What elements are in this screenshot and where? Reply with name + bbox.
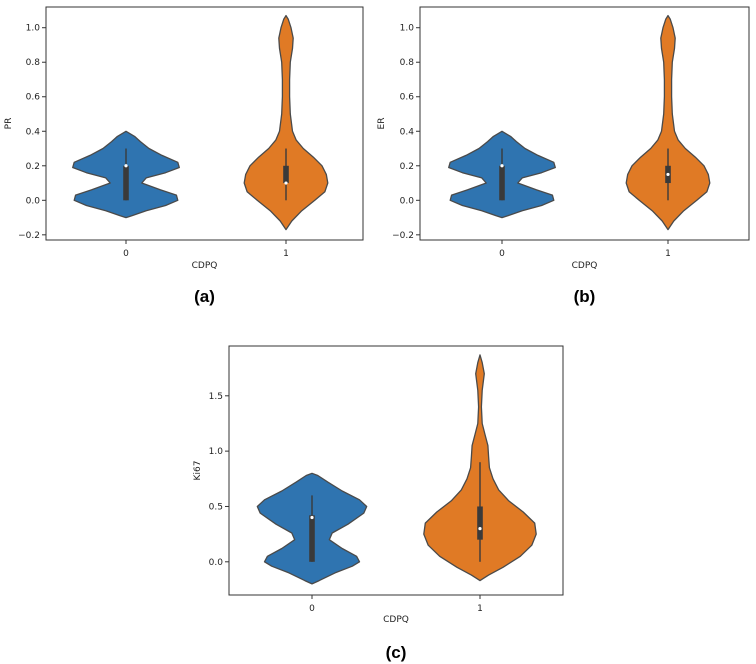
y-tick-label: −0.2 [392, 231, 414, 241]
x-axis-label: CDPQ [192, 261, 218, 271]
y-tick-label: 1.0 [26, 24, 41, 34]
panel-label: (c) [386, 643, 407, 662]
y-tick-label: 0.8 [26, 58, 41, 68]
x-tick-label: 0 [309, 604, 315, 614]
iqr-box-cdpq-1 [477, 506, 483, 540]
plot-frame [45, 6, 364, 241]
y-tick-label: 0.5 [209, 502, 223, 512]
y-tick-label: 0.4 [400, 127, 415, 137]
x-tick-label: 1 [283, 249, 289, 259]
median-point-cdpq-1 [666, 172, 670, 177]
iqr-box-cdpq-1 [283, 165, 289, 184]
x-tick-label: 1 [477, 604, 483, 614]
iqr-box-cdpq-0 [309, 515, 315, 562]
violin-cdpq-1 [625, 14, 711, 231]
y-tick-label: 0.8 [400, 58, 415, 68]
chart-panel-3: 0.0 0.5 1.0 1.5 0 1 CDPQ Ki67 (c) [193, 345, 564, 662]
median-point-cdpq-1 [284, 181, 288, 185]
plot-frame [419, 6, 750, 241]
y-tick-label: 0.0 [209, 558, 224, 568]
x-tick-label: 1 [665, 249, 671, 259]
y-tick-label: 0.6 [400, 93, 415, 103]
median-point-cdpq-0 [310, 515, 314, 520]
chart-panel-1: −0.2 0.0 0.2 0.4 0.6 0.8 1.0 0 1 CDPQ PR (a) [4, 6, 364, 306]
panel-label: (b) [574, 287, 596, 306]
violin-cdpq-1 [243, 14, 329, 231]
panel-label: (a) [194, 287, 215, 306]
y-tick-label: 0.6 [26, 93, 41, 103]
iqr-box-cdpq-0 [123, 165, 129, 201]
y-tick-label: 1.0 [209, 447, 224, 457]
x-tick-label: 0 [123, 249, 129, 259]
x-tick-label: 0 [499, 249, 505, 259]
y-tick-label: −0.2 [18, 231, 40, 241]
median-point-cdpq-0 [124, 164, 128, 168]
y-tick-label: 0.0 [400, 196, 415, 206]
y-axis-label: ER [377, 118, 387, 130]
x-axis-label: CDPQ [572, 261, 598, 271]
y-axis-label: Ki67 [193, 461, 203, 481]
y-tick-label: 0.4 [26, 127, 41, 137]
plot-frame [228, 345, 564, 596]
y-axis-label: PR [4, 118, 14, 130]
y-tick-label: 1.5 [209, 392, 223, 402]
median-point-cdpq-1 [478, 527, 482, 531]
median-point-cdpq-0 [500, 164, 504, 168]
x-axis-label: CDPQ [383, 615, 409, 625]
chart-panel-2: −0.2 0.0 0.2 0.4 0.6 0.8 1.0 0 1 CDPQ ER (b) [377, 6, 750, 306]
iqr-box-cdpq-0 [499, 165, 505, 201]
y-tick-label: 0.2 [400, 162, 414, 172]
y-tick-label: 0.2 [26, 162, 40, 172]
y-tick-label: 0.0 [26, 196, 41, 206]
y-tick-label: 1.0 [400, 24, 415, 34]
